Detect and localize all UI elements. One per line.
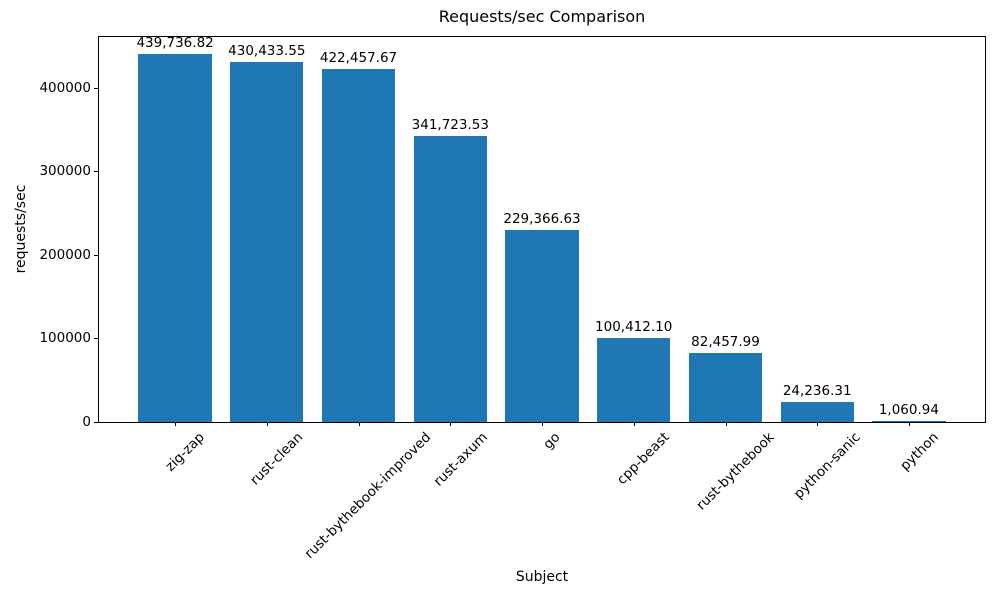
x-tick-label: rust-axum — [430, 429, 491, 490]
y-tick — [94, 422, 98, 423]
bar-value-label: 229,366.63 — [503, 211, 581, 228]
x-tick-label: rust-bythebook — [693, 429, 778, 514]
bar-value-label: 24,236.31 — [782, 382, 852, 399]
x-tick-label: go — [540, 429, 564, 453]
bar — [138, 54, 212, 422]
x-tick — [266, 422, 268, 426]
y-tick — [94, 171, 98, 173]
y-tick — [94, 87, 98, 89]
bar — [780, 401, 854, 422]
bar — [505, 230, 579, 422]
x-tick-label: zig-zap — [162, 429, 208, 475]
bar — [597, 338, 671, 422]
x-tick — [908, 422, 910, 426]
bar-value-label: 1,060.94 — [878, 402, 939, 418]
x-tick — [817, 422, 819, 426]
y-tick-label: 300000 — [39, 163, 91, 180]
x-tick-label: rust-clean — [246, 429, 307, 489]
bar-value-label: 82,457.99 — [691, 334, 760, 351]
x-tick — [633, 422, 635, 426]
bar-value-label: 430,433.55 — [228, 43, 306, 60]
x-tick-label: cpp-beast — [614, 429, 673, 488]
bar-value-label: 341,723.53 — [411, 117, 489, 134]
y-tick — [94, 254, 98, 256]
x-tick — [358, 422, 360, 426]
x-tick-label: rust-bythebook-improved — [301, 429, 435, 562]
x-tick-label: python — [896, 429, 942, 475]
bar — [413, 136, 487, 422]
bar — [321, 68, 396, 422]
x-tick — [542, 422, 543, 426]
bar-value-label: 422,457.67 — [319, 49, 398, 66]
y-tick-label: 400000 — [39, 79, 91, 96]
bar — [230, 62, 304, 422]
x-axis-label: Subject — [515, 569, 569, 585]
y-tick — [94, 338, 98, 340]
x-tick — [175, 422, 177, 426]
y-tick-label: 0 — [82, 414, 91, 430]
y-tick-label: 100000 — [39, 330, 91, 347]
bar-value-label: 439,736.82 — [136, 35, 214, 52]
x-tick — [725, 422, 727, 426]
x-tick — [450, 422, 452, 426]
bar — [872, 421, 946, 422]
bar-value-label: 100,412.10 — [595, 319, 673, 336]
y-tick-label: 200000 — [39, 246, 91, 263]
x-tick-label: python-sanic — [790, 429, 864, 503]
bar — [688, 353, 763, 422]
chart-title: Requests/sec Comparison — [438, 7, 646, 26]
